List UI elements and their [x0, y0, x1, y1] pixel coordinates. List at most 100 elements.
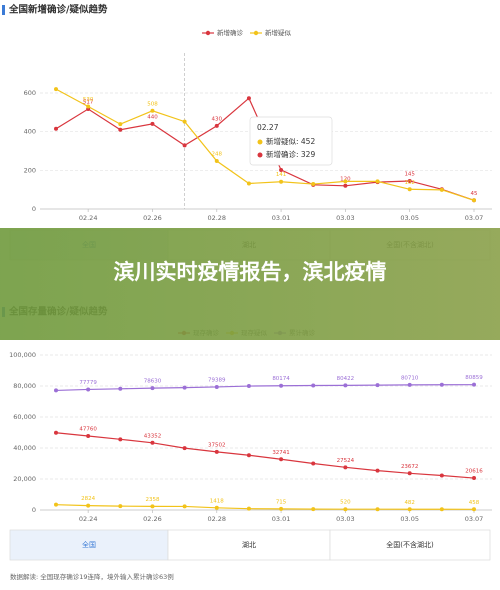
point [86, 433, 91, 438]
point [86, 387, 91, 392]
value-label: 440 [147, 114, 158, 120]
point [182, 385, 187, 390]
point [279, 179, 284, 184]
point [311, 383, 316, 388]
x-tick-label: 03.05 [400, 214, 419, 222]
title-marker [2, 5, 5, 15]
tooltip: 02.27 新增疑似: 452 新增确诊: 329 [249, 116, 333, 166]
value-label: 458 [469, 500, 480, 506]
point [54, 388, 58, 393]
value-label: 2824 [81, 496, 95, 502]
tooltip-dot [257, 152, 263, 158]
point [375, 383, 380, 388]
value-label: 37502 [208, 442, 226, 448]
point [214, 123, 219, 128]
x-tick-label: 03.07 [465, 515, 484, 523]
point [118, 127, 123, 132]
x-tick-label: 02.28 [207, 515, 226, 523]
y-tick-label: 200 [24, 166, 36, 174]
value-label: 520 [340, 500, 351, 506]
series-line [55, 504, 475, 510]
point [182, 119, 187, 124]
tab-label[interactable]: 全国(不含湖北) [386, 540, 434, 549]
point [214, 159, 219, 164]
value-label: 1418 [210, 498, 224, 504]
legend-dot [205, 30, 211, 36]
legend-label: 新增疑似 [265, 28, 292, 37]
value-label: 102 [404, 180, 415, 186]
banner [0, 228, 500, 340]
point [407, 178, 412, 183]
value-label: 145 [404, 171, 415, 177]
point [182, 143, 187, 148]
y-tick-label: 0 [32, 506, 36, 514]
point [375, 468, 380, 473]
value-label: 715 [276, 499, 287, 505]
point [118, 122, 123, 127]
point [246, 453, 251, 458]
point [150, 504, 155, 509]
point [472, 507, 476, 512]
point [54, 502, 58, 507]
tab[interactable] [167, 529, 331, 561]
tab[interactable] [329, 529, 491, 561]
point [54, 87, 58, 92]
point [407, 382, 412, 387]
point [472, 476, 476, 481]
point [311, 461, 316, 466]
y-tick-label: 0 [32, 205, 36, 213]
point [246, 506, 251, 511]
point [343, 183, 348, 188]
point [472, 382, 476, 387]
point [279, 457, 284, 462]
point [246, 96, 251, 101]
tooltip-title: 02.27 [257, 123, 279, 132]
point [407, 507, 412, 512]
point [375, 507, 380, 512]
series-line [55, 432, 475, 479]
point [246, 181, 251, 186]
x-tick-label: 03.05 [400, 515, 419, 523]
chart-title: 全国新增确诊/疑似趋势 [8, 4, 108, 16]
point [472, 198, 476, 203]
value-label: 508 [147, 101, 158, 107]
value-label: 120 [340, 176, 351, 182]
point [246, 384, 251, 389]
point [407, 187, 412, 192]
point [343, 383, 348, 388]
x-tick-label: 03.07 [465, 214, 484, 222]
tab[interactable] [9, 529, 169, 561]
point [150, 386, 155, 391]
point [439, 382, 444, 387]
x-tick-label: 03.01 [272, 214, 291, 222]
value-label: 482 [404, 500, 415, 506]
point [375, 179, 380, 184]
x-tick-label: 03.03 [336, 515, 355, 523]
point [343, 179, 348, 184]
value-label: 530 [83, 97, 94, 103]
y-tick-label: 40,000 [13, 444, 36, 452]
value-label: 47760 [79, 426, 97, 432]
y-tick-label: 80,000 [13, 382, 36, 390]
value-label: 80859 [465, 375, 483, 381]
value-label: 248 [212, 152, 223, 158]
point [150, 108, 155, 113]
value-label: 80174 [272, 376, 290, 382]
value-label: 80710 [401, 375, 419, 381]
y-tick-label: 60,000 [13, 413, 36, 421]
tab-label[interactable]: 湖北 [242, 540, 256, 549]
point [343, 465, 348, 470]
value-label: 27524 [337, 458, 355, 464]
value-label: 78630 [144, 379, 162, 385]
value-label: 32741 [272, 450, 290, 456]
point [86, 503, 91, 508]
x-tick-label: 02.26 [143, 515, 162, 523]
value-label: 43352 [144, 433, 162, 439]
point [86, 104, 91, 109]
point [54, 430, 58, 435]
x-tick-label: 02.24 [79, 214, 98, 222]
x-tick-label: 03.01 [272, 515, 291, 523]
point [439, 473, 444, 478]
point [118, 386, 123, 391]
tab-label[interactable]: 全国 [82, 540, 96, 549]
